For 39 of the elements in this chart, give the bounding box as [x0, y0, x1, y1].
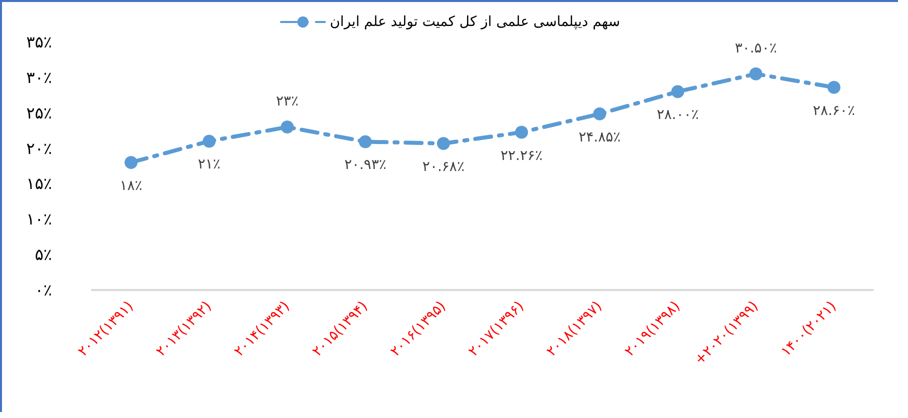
data-label: ۲۱٪	[198, 156, 220, 173]
point	[358, 135, 372, 148]
data-label: ۲۰.۶۸٪	[422, 158, 464, 175]
point	[593, 107, 606, 120]
legend-label: سهم دیپلماسی علمی از کل کمیت تولید علم ایران	[330, 14, 620, 30]
point	[436, 136, 450, 150]
point	[280, 120, 294, 134]
point	[515, 126, 528, 139]
x-tick-label: ۲۰۱۹(۱۳۹۸)	[622, 298, 684, 360]
y-tick-label: ۳۰٪	[26, 68, 52, 87]
data-label: ۲۰.۹۳٪	[344, 157, 386, 174]
y-tick-label: ۱۰٪	[26, 210, 52, 229]
y-tick-label: ۲۵٪	[26, 103, 52, 122]
point	[202, 134, 216, 148]
data-label: ۳۰.۵۰٪	[734, 40, 777, 56]
x-tick-label: ۲۰۱۳(۱۳۹۲)	[153, 298, 215, 360]
x-tick-label: ۲۰۱۶(۱۳۹۵)	[388, 298, 450, 360]
x-tick-label: ۲۰۱۲(۱۳۹۱)	[75, 298, 137, 360]
data-label: ۲۸.۶۰٪	[812, 102, 855, 119]
y-tick-label: ۰٪	[34, 280, 52, 300]
y-tick-label: ۱۵٪	[26, 174, 52, 194]
data-label: ۲۳٪	[276, 94, 299, 110]
x-tick-label: ۱۴۰۰(۲۰۲۱)	[778, 298, 840, 360]
point	[749, 67, 762, 80]
x-tick-label: ۲۰۱۷(۱۳۹۶)	[466, 298, 528, 360]
data-label: ۲۴.۸۵٪	[578, 129, 621, 146]
x-tick-label: ۲۰۱۴(۱۳۹۳)	[231, 298, 293, 360]
y-tick-label: ۲۰٪	[26, 138, 52, 158]
y-tick-label: ۳۵٪	[26, 32, 52, 52]
data-label: ۲۲.۲۶٪	[500, 148, 543, 164]
point	[124, 156, 138, 169]
point	[827, 80, 840, 94]
x-tick-label: ۲۰۱۸(۱۳۹۷)	[544, 298, 606, 360]
point	[671, 85, 684, 98]
data-label: ۱۸٪	[120, 178, 142, 194]
x-tick-label: ۲۰۱۵(۱۳۹۴)	[309, 298, 372, 360]
data-label: ۲۸.۰۰٪	[656, 107, 699, 124]
x-tick-label: +۲۰۲۰(۱۳۹۹)	[692, 298, 762, 368]
y-tick-label: ۵٪	[34, 245, 52, 264]
